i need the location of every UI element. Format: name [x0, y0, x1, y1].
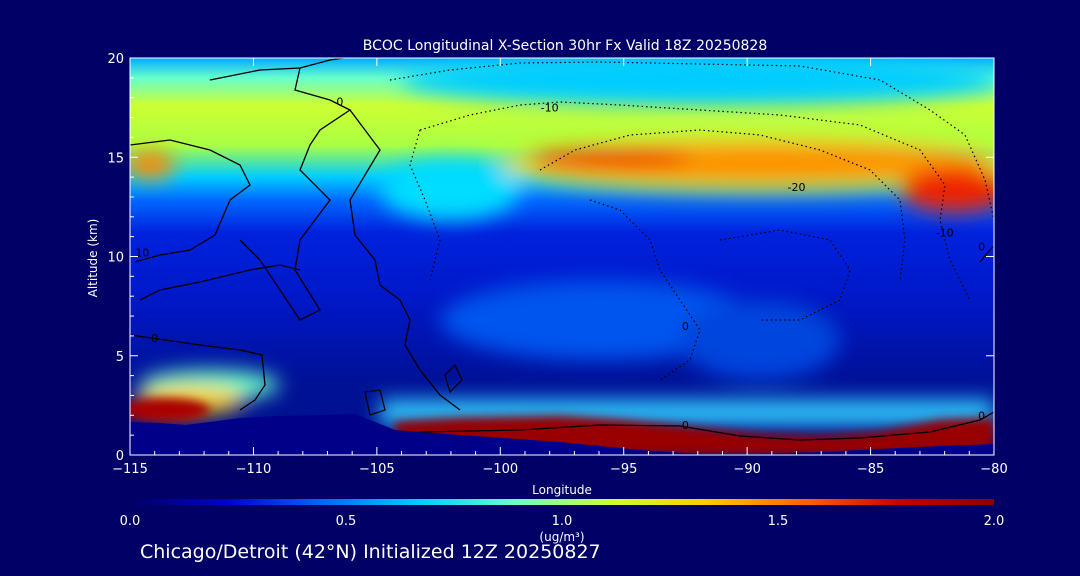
colorbar-units: (ug/m³) [539, 530, 584, 544]
colorbar [130, 499, 994, 505]
contour-label: -10 [541, 102, 559, 115]
upper-band-red-east [900, 168, 994, 212]
contour-label: -10 [936, 227, 954, 240]
contour-dot-6 [409, 129, 441, 281]
contour-solid-4 [130, 334, 266, 411]
contour-solid-7 [364, 389, 386, 416]
x-tick-label: −110 [236, 462, 272, 477]
colorbar-tick-label: 2.0 [984, 514, 1005, 529]
x-axis-label: Longitude [532, 483, 592, 497]
top-cyan [400, 58, 994, 105]
contour-solid-8 [419, 411, 994, 441]
contours [130, 58, 994, 441]
plot-area: 0 -10 -20 -10 0 10 0 0 0 0 [130, 58, 994, 455]
x-tick-label: −80 [980, 462, 1007, 477]
colorbar-ticks: 0.0 0.5 1.0 1.5 2.0 [120, 514, 1005, 529]
contour-label: 0 [336, 96, 343, 109]
surface-red-west [130, 398, 210, 422]
y-tick-label: 0 [116, 449, 124, 464]
contour-label: 0 [682, 419, 689, 432]
contour-solid-3 [349, 109, 461, 411]
contour-label: 0 [978, 409, 985, 422]
contour-label: 0 [151, 332, 158, 345]
contour-solid-5 [139, 264, 301, 301]
y-tick-label: 5 [116, 350, 124, 365]
colorbar-tick-label: 1.5 [768, 514, 789, 529]
x-axis: −115 −110 −105 −100 −95 −90 −85 −80 [112, 58, 1008, 477]
mid-blue-patch-2 [680, 300, 840, 380]
footer-title: Chicago/Detroit (42°N) Initialized 12Z 2… [140, 541, 601, 563]
colorbar-tick-label: 0.0 [120, 514, 141, 529]
y-tick-label: 20 [107, 52, 124, 67]
y-axis: 0 5 10 15 20 [107, 52, 994, 464]
x-tick-label: −100 [482, 462, 518, 477]
contour-solid-6 [444, 363, 463, 394]
x-tick-label: −115 [112, 462, 148, 477]
contour-solid-9 [979, 245, 994, 263]
x-tick-label: −85 [857, 462, 884, 477]
contour-dot-3 [539, 129, 906, 281]
upper-cyan-gap [380, 160, 520, 220]
x-tick-label: −105 [359, 462, 395, 477]
x-tick-label: −90 [733, 462, 760, 477]
contour-solid-2 [130, 139, 251, 263]
heatmap-field [130, 58, 994, 425]
x-tick-label: −95 [610, 462, 637, 477]
terrain [130, 414, 994, 455]
upper-band-red [530, 149, 690, 167]
y-axis-label: Altitude (km) [86, 219, 100, 298]
colorbar-tick-label: 0.5 [336, 514, 357, 529]
y-tick-label: 10 [107, 251, 124, 266]
colorbar-tick-label: 1.0 [552, 514, 573, 529]
contour-label: 0 [682, 320, 689, 333]
upper-left-orange [130, 151, 175, 179]
contour-label: 0 [978, 241, 985, 254]
contour-label: 10 [135, 247, 149, 260]
contour-solid-1 [209, 58, 352, 321]
contour-label-layer: 0 -10 -20 -10 0 10 0 0 0 0 [135, 96, 985, 433]
y-tick-label: 15 [107, 151, 124, 166]
contour-label: -20 [788, 181, 806, 194]
chart-title: BCOC Longitudinal X-Section 30hr Fx Vali… [363, 38, 767, 54]
